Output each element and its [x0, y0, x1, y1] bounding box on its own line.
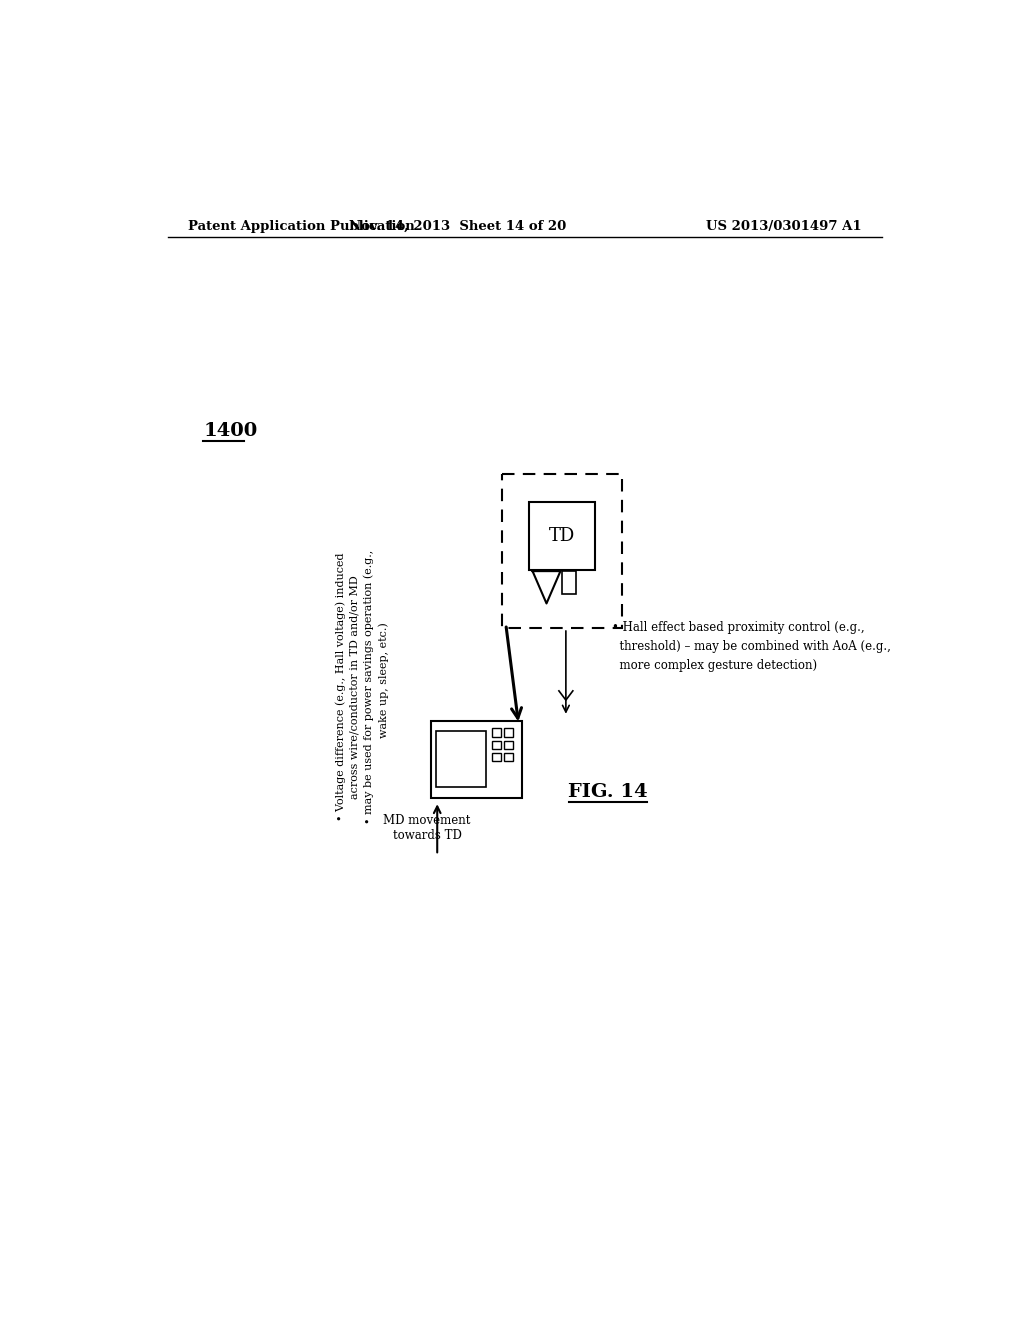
Text: US 2013/0301497 A1: US 2013/0301497 A1	[707, 219, 862, 232]
Bar	[529, 502, 595, 570]
Bar	[562, 572, 575, 594]
Text: FIG. 14: FIG. 14	[568, 783, 648, 801]
Bar	[431, 721, 522, 797]
Text: • Voltage difference (e.g., Hall voltage) induced
across wire/conductor in TD an: • Voltage difference (e.g., Hall voltage…	[335, 550, 389, 824]
Bar	[493, 752, 501, 762]
Text: Nov. 14, 2013  Sheet 14 of 20: Nov. 14, 2013 Sheet 14 of 20	[349, 219, 566, 232]
Bar	[502, 474, 622, 628]
Bar	[493, 729, 501, 737]
Bar	[505, 741, 513, 748]
Bar	[505, 729, 513, 737]
Text: • Hall effect based proximity control (e.g.,
  threshold) – may be combined with: • Hall effect based proximity control (e…	[612, 620, 891, 672]
Bar	[505, 752, 513, 762]
Text: MD movement
towards TD: MD movement towards TD	[383, 814, 471, 842]
Text: 1400: 1400	[204, 422, 258, 440]
Bar	[493, 741, 501, 748]
Text: TD: TD	[549, 527, 575, 545]
Text: Patent Application Publication: Patent Application Publication	[187, 219, 415, 232]
Bar	[436, 731, 485, 787]
